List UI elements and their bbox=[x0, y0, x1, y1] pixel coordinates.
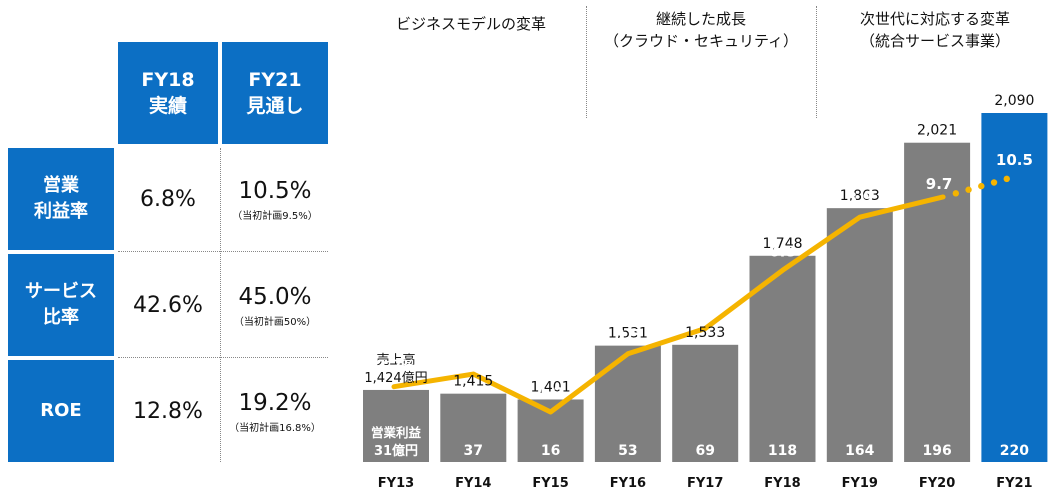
cell-value: 10.5% bbox=[238, 177, 312, 204]
cell-note: （当初計画16.8%） bbox=[229, 422, 321, 434]
col-header-fy18-line1: FY18 bbox=[141, 69, 195, 91]
row-label-service-ratio-line1: サービス bbox=[25, 281, 97, 302]
category-label-fy16: FY16 bbox=[610, 476, 646, 491]
cell-value: 6.8% bbox=[140, 186, 196, 212]
row-label-operating-margin: 営業 利益率 bbox=[8, 148, 114, 250]
margin-forecast-dot bbox=[965, 186, 972, 193]
phase-header-2: 継続した成長 （クラウド・セキュリティ） bbox=[588, 8, 814, 52]
cell-service-ratio-fy21: 45.0% （当初計画50%） bbox=[222, 254, 328, 356]
sales-series-label: 売上高 bbox=[376, 352, 415, 368]
profit-label-fy20: 196 bbox=[922, 443, 951, 459]
phase-header-1: ビジネスモデルの変革 bbox=[360, 14, 582, 34]
row-label-operating-margin-line2: 利益率 bbox=[34, 201, 88, 222]
col-header-fy21-line1: FY21 bbox=[248, 69, 302, 91]
cell-roe-fy21: 19.2% （当初計画16.8%） bbox=[222, 360, 328, 462]
sales-label-fy20: 2,021 bbox=[917, 123, 957, 139]
row-label-operating-margin-line1: 営業 bbox=[43, 175, 79, 196]
category-label-fy19: FY19 bbox=[842, 476, 878, 491]
row-label-roe: ROE bbox=[8, 360, 114, 462]
cell-operating-margin-fy18: 6.8% bbox=[118, 148, 218, 250]
profit-label-fy16: 53 bbox=[618, 443, 637, 459]
margin-label-fy21: 10.5 bbox=[996, 151, 1033, 169]
margin-forecast-dot bbox=[990, 179, 998, 186]
grid-line bbox=[220, 148, 221, 462]
category-label-fy21: FY21 bbox=[996, 476, 1032, 491]
profit-series-label: 営業利益 bbox=[371, 425, 422, 440]
category-label-fy18: FY18 bbox=[764, 476, 800, 491]
col-header-fy18: FY18 実績 bbox=[118, 42, 218, 144]
margin-label-fy19: 8.9 bbox=[847, 189, 874, 207]
phase-header-3: 次世代に対応する変革 （統合サービス事業） bbox=[818, 8, 1052, 52]
bar-fy21 bbox=[981, 113, 1048, 462]
bar-fy17 bbox=[672, 344, 739, 462]
sales-label-fy17: 1,533 bbox=[685, 325, 725, 341]
profit-label-fy21: 220 bbox=[1000, 443, 1029, 459]
bar-fy14 bbox=[440, 393, 507, 462]
cell-service-ratio-fy18: 42.6% bbox=[118, 254, 218, 356]
grid-line bbox=[118, 251, 328, 252]
sales-label-fy18: 1,748 bbox=[762, 236, 802, 252]
row-label-service-ratio: サービス 比率 bbox=[8, 254, 114, 356]
row-label-service-ratio-line2: 比率 bbox=[43, 307, 79, 328]
phase-header-3-line2: （統合サービス事業） bbox=[859, 32, 1010, 50]
profit-label-fy19: 164 bbox=[845, 443, 874, 459]
margin-line bbox=[391, 194, 946, 415]
col-header-fy21: FY21 見通し bbox=[222, 42, 328, 144]
margin-forecast-dot bbox=[1003, 175, 1010, 183]
profit-label-fy17: 69 bbox=[695, 443, 714, 459]
cell-note: （当初計画9.5%） bbox=[232, 210, 318, 222]
margin-forecast-dot bbox=[978, 182, 985, 190]
margin-forecast-dot bbox=[952, 190, 960, 197]
row-label-roe-line1: ROE bbox=[40, 400, 82, 421]
sales-label-fy13: 1,424億円 bbox=[364, 370, 427, 386]
bar-fy13 bbox=[363, 389, 429, 462]
category-label-fy17: FY17 bbox=[687, 476, 723, 491]
margin-label-fy13: 2.2% bbox=[377, 358, 416, 374]
sales-label-fy21: 2,090 bbox=[994, 93, 1034, 109]
profit-label-fy15: 16 bbox=[541, 443, 560, 459]
margin-label-fy14: 2.7 bbox=[460, 346, 487, 364]
margin-label-fy15: 1.2 bbox=[537, 384, 564, 402]
margin-label-fy16: 3.5 bbox=[615, 326, 642, 344]
grid-line bbox=[118, 357, 328, 358]
cell-operating-margin-fy21: 10.5% （当初計画9.5%） bbox=[222, 148, 328, 250]
margin-label-fy20: 9.7 bbox=[926, 175, 953, 193]
col-header-fy21-line2: 見通し bbox=[246, 95, 304, 117]
margin-label-fy18: 6.8 bbox=[769, 242, 796, 260]
cell-roe-fy18: 12.8% bbox=[118, 360, 218, 462]
sales-label-fy16: 1,531 bbox=[608, 326, 648, 342]
category-label-fy15: FY15 bbox=[532, 476, 568, 491]
phase-header-3-line1: 次世代に対応する変革 bbox=[859, 10, 1010, 28]
margin-series-label: 営業 bbox=[383, 322, 409, 337]
category-label-fy14: FY14 bbox=[455, 476, 491, 491]
bar-fy19 bbox=[826, 208, 893, 462]
col-header-fy18-line2: 実績 bbox=[148, 95, 187, 117]
category-label-fy13: FY13 bbox=[378, 476, 414, 491]
profit-label-fy13: 31億円 bbox=[374, 443, 418, 459]
cell-value: 45.0% bbox=[238, 283, 312, 310]
margin-series-label: 利益率 bbox=[377, 340, 415, 355]
bar-fy18 bbox=[749, 255, 816, 462]
sales-label-fy19: 1,863 bbox=[840, 188, 880, 204]
sales-label-fy15: 1,401 bbox=[531, 379, 571, 395]
profit-label-fy18: 118 bbox=[768, 443, 797, 459]
phase-header-2-line2: （クラウド・セキュリティ） bbox=[603, 32, 799, 50]
phase-header-2-line1: 継続した成長 bbox=[655, 10, 746, 28]
phase-divider bbox=[586, 6, 587, 118]
sales-label-fy14: 1,415 bbox=[453, 374, 493, 390]
cell-value: 42.6% bbox=[133, 292, 203, 318]
category-label-fy20: FY20 bbox=[919, 476, 955, 491]
cell-value: 12.8% bbox=[133, 398, 203, 424]
bar-fy16 bbox=[594, 345, 661, 462]
cell-note: （当初計画50%） bbox=[233, 316, 317, 328]
phase-header-1-line1: ビジネスモデルの変革 bbox=[395, 15, 546, 33]
profit-label-fy14: 37 bbox=[464, 443, 483, 459]
cell-value: 19.2% bbox=[238, 389, 312, 416]
margin-label-fy17: 4.5 bbox=[692, 301, 719, 319]
phase-divider bbox=[816, 6, 817, 118]
kpi-table: FY18 実績 FY21 見通し 営業 利益率 6.8% 10.5% （当初計画… bbox=[0, 0, 340, 499]
